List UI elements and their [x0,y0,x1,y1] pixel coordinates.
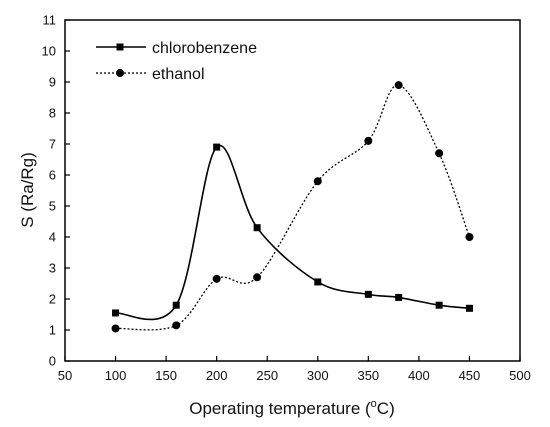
x-tick-label: 50 [58,368,72,383]
data-point-chlorobenzene [364,290,372,298]
legend-marker-ethanol [116,69,124,77]
x-tick-label: 400 [408,368,430,383]
x-axis-title-sup: o [371,398,377,410]
data-point-ethanol [394,81,403,90]
x-tick-label: 150 [155,368,177,383]
y-tick-label: 5 [49,199,56,214]
data-point-ethanol [111,324,120,333]
y-tick-label: 6 [49,168,56,183]
series-line-chlorobenzene [115,144,470,321]
data-point-ethanol [435,149,444,158]
data-point-chlorobenzene [172,301,180,309]
x-tick-label: 300 [307,368,329,383]
x-tick-label: 450 [459,368,481,383]
data-point-ethanol [465,233,474,241]
data-point-chlorobenzene [253,224,261,232]
data-point-ethanol [364,136,373,145]
y-tick-label: 1 [49,323,56,338]
data-point-chlorobenzene [395,293,403,301]
x-axis-title: Operating temperature (oC) [189,398,395,418]
legend: chlorobenzene ethanol [96,40,257,83]
x-axis-title-main: Operating temperature ( [189,399,371,418]
data-point-chlorobenzene [435,301,443,309]
data-point-ethanol [212,274,221,283]
legend-label-ethanol: ethanol [152,66,205,83]
x-tick-label: 200 [206,368,228,383]
y-axis-title: S (Ra/Rg) [18,152,37,228]
y-tick-label: 4 [49,230,56,245]
y-tick-label: 10 [42,44,56,59]
data-point-chlorobenzene [465,304,473,312]
x-tick-label: 250 [256,368,278,383]
y-tick-label: 3 [49,261,56,276]
x-tick-label: 500 [509,368,531,383]
x-axis-title-end: C) [377,399,395,418]
x-tick-label: 350 [357,368,379,383]
x-tick-label: 100 [105,368,127,383]
data-point-ethanol [172,321,181,330]
legend-marker-chlorobenzene [116,43,124,51]
y-tick-label: 8 [49,106,56,121]
axis-ticks: 50 100 150 200 250 300 350 400 450 500 0 1 2 3 4 5 6 7 8 9 1… [42,13,531,384]
y-tick-label: 2 [49,292,56,307]
series-layer [111,81,474,333]
y-tick-label: 0 [49,354,56,369]
series-line-ethanol [115,84,471,331]
data-point-chlorobenzene [112,309,120,317]
data-point-ethanol [313,177,322,186]
data-point-chlorobenzene [213,143,221,151]
legend-label-chlorobenzene: chlorobenzene [152,40,257,57]
data-point-chlorobenzene [314,278,322,286]
y-tick-label: 9 [49,75,56,90]
plot-frame [64,19,521,362]
y-tick-label: 7 [49,137,56,152]
data-point-ethanol [253,273,262,282]
y-tick-label: 11 [43,13,57,28]
